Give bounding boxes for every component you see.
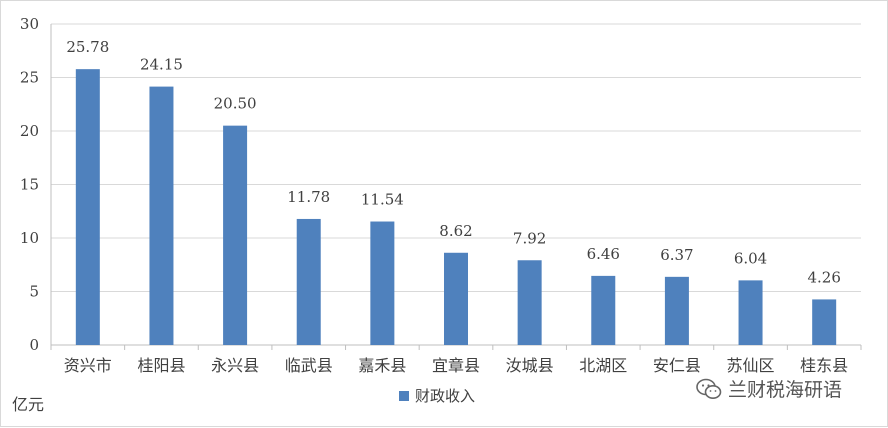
data-label: 7.92 (513, 229, 546, 247)
bar (296, 218, 321, 345)
y-tick-label: 25 (20, 69, 39, 87)
data-label: 20.50 (214, 95, 257, 113)
x-category-label: 北湖区 (579, 356, 627, 375)
bar (591, 275, 616, 345)
y-tick-label: 10 (20, 229, 39, 247)
x-category-label: 资兴市 (64, 356, 112, 375)
x-category-label: 安仁县 (653, 356, 701, 375)
data-label: 6.46 (587, 245, 620, 263)
x-category-label: 永兴县 (211, 356, 259, 375)
x-category-label: 嘉禾县 (358, 356, 406, 375)
legend-label: 财政收入 (415, 387, 475, 405)
wechat-icon (696, 378, 722, 400)
x-category-label: 桂阳县 (137, 356, 185, 375)
x-category-label: 桂东县 (800, 356, 848, 375)
data-label: 4.26 (807, 268, 840, 286)
data-label: 6.37 (660, 246, 693, 264)
y-tick-label: 20 (20, 122, 39, 140)
y-tick-label: 5 (29, 283, 39, 301)
y-tick-label: 15 (20, 176, 39, 194)
watermark: 兰财税海研语 (696, 375, 842, 402)
legend-swatch (399, 391, 409, 401)
bar (738, 280, 763, 345)
data-label: 8.62 (439, 222, 472, 240)
bar (370, 221, 395, 345)
data-label: 11.54 (361, 191, 404, 209)
bar (517, 260, 542, 345)
data-label: 24.15 (140, 56, 183, 74)
watermark-text: 兰财税海研语 (728, 379, 843, 401)
bar (664, 276, 689, 345)
bar (812, 299, 837, 345)
bar (149, 86, 174, 345)
x-category-label: 宜章县 (432, 356, 480, 375)
y-tick-label: 0 (29, 336, 39, 354)
unit-label: 亿元 (12, 395, 45, 414)
x-category-label: 苏仙区 (727, 356, 775, 375)
bar (444, 252, 468, 345)
data-label: 6.04 (734, 249, 767, 267)
bar (75, 69, 100, 346)
y-tick-label: 30 (20, 15, 39, 33)
x-category-label: 汝城县 (506, 356, 554, 375)
data-label: 11.78 (287, 188, 330, 206)
data-label: 25.78 (66, 38, 109, 56)
x-category-label: 临武县 (285, 356, 333, 375)
bar (223, 125, 248, 346)
